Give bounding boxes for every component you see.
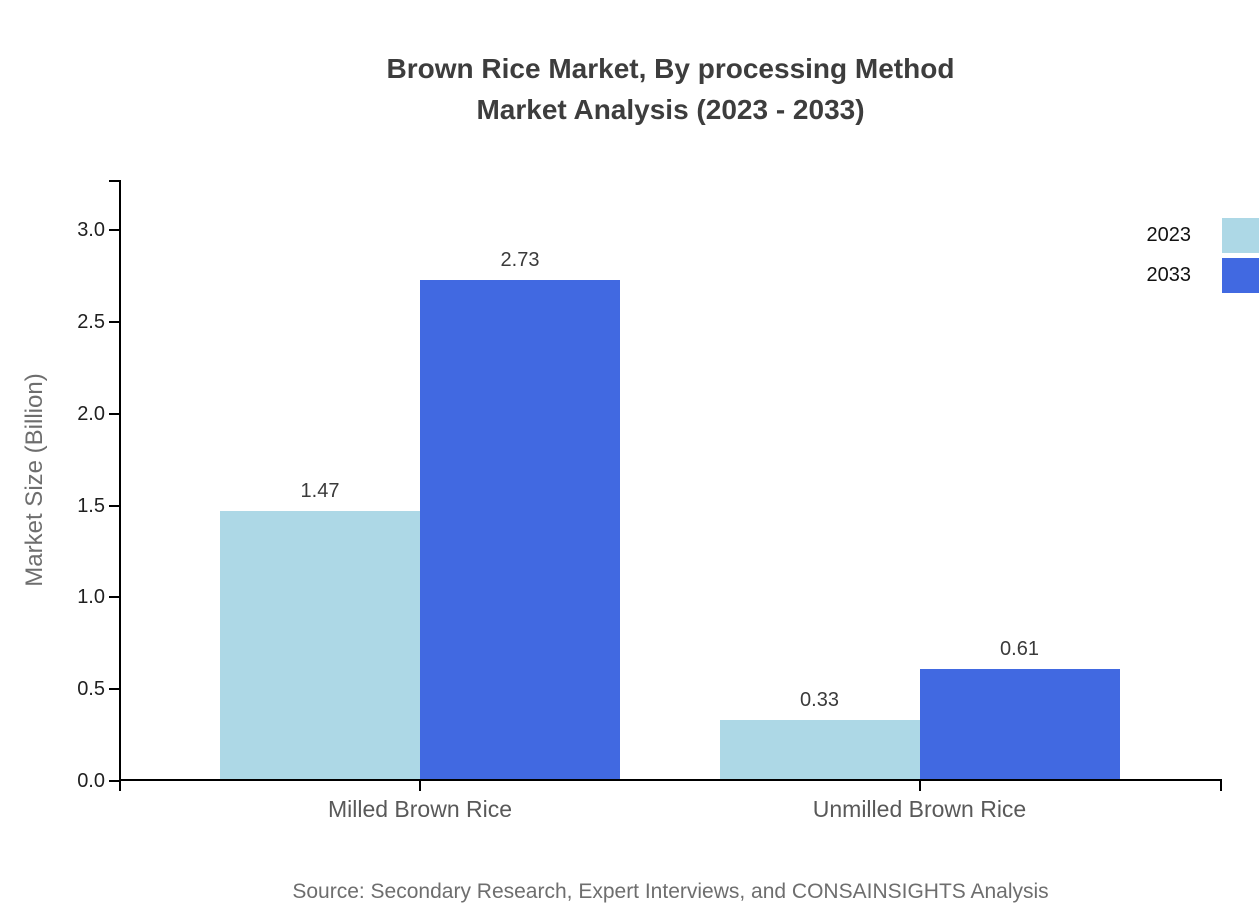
y-tick-label: 0.0 bbox=[77, 770, 105, 792]
legend-item: 2033 bbox=[1146, 258, 1259, 293]
bar-value-label: 1.47 bbox=[300, 480, 340, 503]
y-tick-label: 1.5 bbox=[77, 494, 105, 517]
y-tick-mark bbox=[109, 504, 119, 507]
plot-area: 0.0 0.5 1.0 1.5 2.0 2.5 3.0 1.47 2.73 Milled Brow… bbox=[77, 180, 1222, 822]
y-tick-mark bbox=[109, 229, 119, 231]
bar-2033-2 bbox=[919, 668, 1120, 781]
y-tick-label: 2.0 bbox=[77, 402, 105, 425]
y-tick-label: 0.5 bbox=[77, 678, 105, 701]
x-axis-category-label: Milled Brown Rice bbox=[327, 796, 513, 822]
bar-value-label: 2.73 bbox=[500, 248, 540, 271]
chart-title-block: Brown Rice Market, By processing Method … bbox=[119, 48, 1222, 130]
y-tick-label: 1.0 bbox=[77, 586, 105, 609]
legend-swatch bbox=[1222, 218, 1259, 253]
x-tick-mark bbox=[419, 781, 421, 791]
bar-2023-1 bbox=[220, 511, 420, 781]
bar-2023-2 bbox=[719, 720, 920, 781]
chart-subtitle: Market Analysis (2023 - 2033) bbox=[476, 94, 865, 125]
x-axis-line bbox=[119, 779, 1222, 781]
x-axis-left-endcap-tick bbox=[119, 781, 121, 791]
y-tick-label: 3.0 bbox=[77, 219, 105, 241]
x-axis-category-label: Unmilled Brown Rice bbox=[812, 796, 1027, 822]
y-tick-mark bbox=[109, 596, 119, 599]
x-tick-mark bbox=[918, 781, 921, 791]
y-tick-mark bbox=[109, 688, 119, 691]
legend: 2023 2033 bbox=[1146, 218, 1259, 298]
legend-label: 2023 bbox=[1146, 224, 1192, 246]
y-axis-line bbox=[119, 180, 121, 781]
source-note: Source: Secondary Research, Expert Inter… bbox=[292, 880, 1049, 903]
legend-swatch bbox=[1222, 258, 1259, 293]
y-tick-mark bbox=[109, 412, 119, 415]
y-axis-endcap-tick bbox=[109, 180, 119, 182]
bar-value-label: 0.61 bbox=[1000, 637, 1039, 660]
y-tick-mark bbox=[109, 780, 119, 782]
bar-value-label: 0.33 bbox=[800, 689, 839, 712]
y-tick-label: 2.5 bbox=[77, 310, 105, 333]
bar-2033-1 bbox=[420, 279, 620, 781]
chart-title: Brown Rice Market, By processing Method bbox=[386, 53, 955, 84]
legend-item: 2023 bbox=[1146, 218, 1259, 253]
x-axis-right-endcap-tick bbox=[1220, 781, 1222, 791]
y-tick-mark bbox=[109, 320, 119, 323]
legend-label: 2033 bbox=[1146, 264, 1192, 286]
